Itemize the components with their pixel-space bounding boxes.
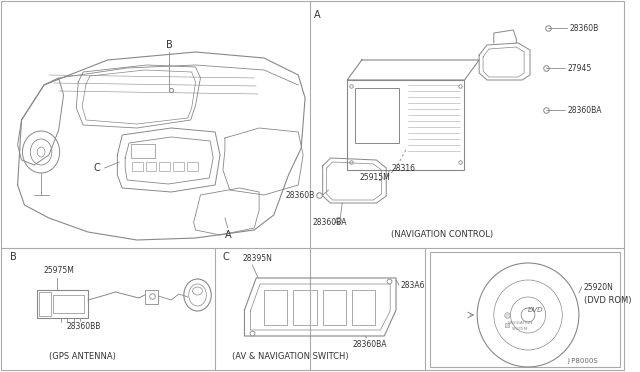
Bar xyxy=(323,290,346,325)
Text: DVD: DVD xyxy=(528,307,543,313)
Text: (DVD ROM): (DVD ROM) xyxy=(584,295,631,305)
Bar xyxy=(159,162,170,171)
Text: 28360BA: 28360BA xyxy=(352,340,387,349)
Bar xyxy=(37,290,88,318)
Text: 25920N: 25920N xyxy=(584,282,614,292)
Text: 283A6: 283A6 xyxy=(401,280,426,289)
Text: 28395N: 28395N xyxy=(243,254,273,263)
Text: 28360B: 28360B xyxy=(569,23,598,32)
Text: C: C xyxy=(223,252,230,262)
Text: B: B xyxy=(166,40,173,50)
Text: 28316: 28316 xyxy=(391,164,415,173)
Text: A: A xyxy=(314,10,321,20)
Text: 28360B: 28360B xyxy=(285,190,315,199)
Bar xyxy=(39,292,51,316)
Bar xyxy=(173,162,184,171)
Bar xyxy=(132,162,143,171)
Text: 28360BA: 28360BA xyxy=(567,106,602,115)
Text: 28360BA: 28360BA xyxy=(313,218,348,227)
Text: C: C xyxy=(94,163,100,173)
Text: (NAVIGATION CONTROL): (NAVIGATION CONTROL) xyxy=(391,230,493,239)
Bar xyxy=(293,290,317,325)
Text: J P8000S: J P8000S xyxy=(567,358,598,364)
Text: NAVIGATION: NAVIGATION xyxy=(508,321,533,325)
Bar xyxy=(352,290,376,325)
Bar xyxy=(347,80,465,170)
Bar xyxy=(430,252,620,367)
Text: 25975M: 25975M xyxy=(43,266,74,275)
Text: B: B xyxy=(10,252,17,262)
Bar xyxy=(145,290,159,304)
Text: A: A xyxy=(225,230,231,240)
Text: (GPS ANTENNA): (GPS ANTENNA) xyxy=(49,352,116,361)
Bar xyxy=(187,162,198,171)
Text: (AV & NAVIGATION SWITCH): (AV & NAVIGATION SWITCH) xyxy=(232,352,348,361)
Bar xyxy=(131,144,156,158)
Text: SYSTEM: SYSTEM xyxy=(512,327,529,331)
Bar xyxy=(264,290,287,325)
Bar xyxy=(355,88,399,143)
Text: 27945: 27945 xyxy=(567,64,591,73)
Bar xyxy=(146,162,156,171)
Text: 28360BB: 28360BB xyxy=(67,322,101,331)
Bar xyxy=(53,295,84,313)
Text: 25915M: 25915M xyxy=(359,173,390,182)
